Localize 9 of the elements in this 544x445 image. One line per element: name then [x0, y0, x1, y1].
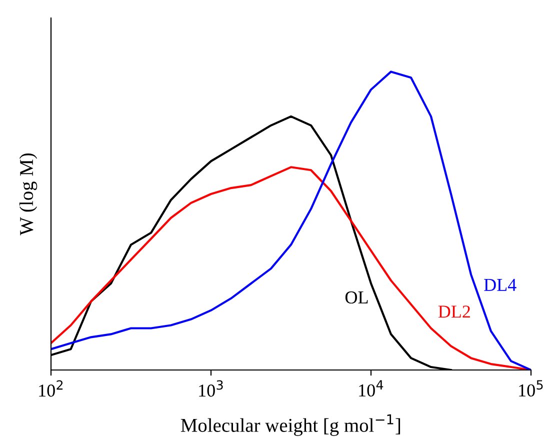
- x-tick-label: 10$^{2}$: [39, 380, 63, 397]
- y-axis-title: W (log M): [19, 153, 38, 236]
- x-tick-label: 10$^{3}$: [199, 380, 223, 397]
- series-label: DL2: [438, 306, 470, 318]
- series-label: DL4: [484, 278, 516, 291]
- series-label: OL: [345, 291, 368, 304]
- x-tick-label: 10$^{4}$: [359, 380, 384, 397]
- x-axis-title: Molecular weight [g mol$^{−1}$]: [180, 414, 400, 436]
- x-tick-label: 10$^{5}$: [519, 380, 543, 397]
